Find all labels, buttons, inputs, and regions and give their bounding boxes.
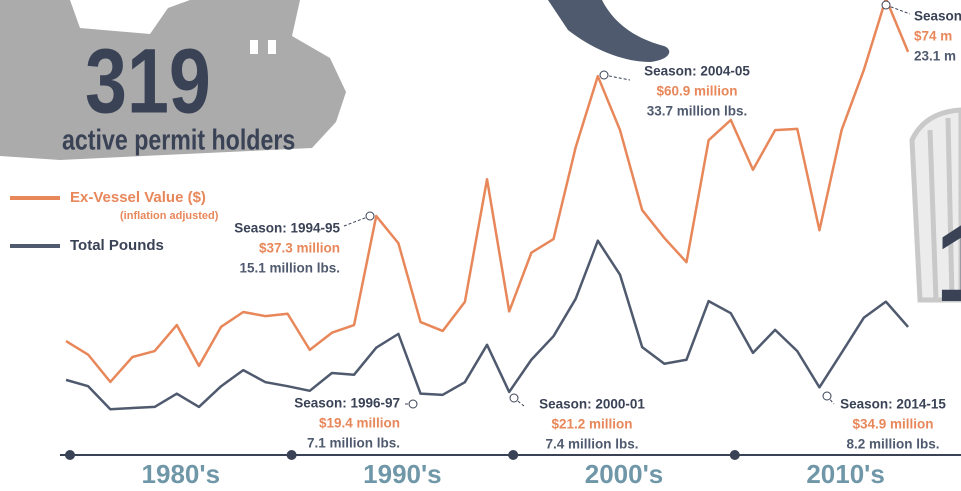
- annotation-pounds: 8.2 million lbs.: [846, 437, 939, 452]
- legend-label: Ex-Vessel Value ($): [70, 189, 206, 206]
- decade-label: 1990's: [363, 459, 441, 489]
- annotation-season: Season: 2014-15: [840, 397, 946, 412]
- annotation-pounds: 7.1 million lbs.: [307, 436, 400, 451]
- decade-label: 2000's: [585, 459, 663, 489]
- annotation-marker: [881, 0, 891, 10]
- timeline-dot: [65, 450, 75, 460]
- annotation-marker: [599, 70, 609, 80]
- boat-windows: [250, 40, 360, 133]
- annotation-pounds: 33.7 million lbs.: [647, 104, 748, 119]
- annotation-leader: [885, 4, 911, 15]
- annotation-value: $34.9 million: [852, 417, 933, 432]
- annotation-season: Season: 1994-95: [234, 221, 340, 236]
- annotation-season: Season: 2000-01: [539, 397, 645, 412]
- annotation-value: $19.4 million: [319, 416, 400, 431]
- annotation-marker: [365, 211, 375, 221]
- annotation-value: $37.3 million: [259, 241, 340, 256]
- annotation-value: $60.9 million: [656, 84, 737, 99]
- fish-illustration: [548, 0, 670, 62]
- annotation-value: $74 m: [914, 29, 952, 44]
- crab-pot-illustration: [909, 107, 961, 303]
- partial-number: 1: [935, 202, 961, 325]
- legend-note: (inflation adjusted): [120, 210, 219, 222]
- annotation-season: Season: [914, 9, 961, 24]
- legend-label: Total Pounds: [70, 237, 164, 254]
- data-line: [65, 0, 910, 384]
- annotation-marker: [408, 399, 418, 409]
- annotation-pounds: 7.4 million lbs.: [545, 437, 638, 452]
- timeline-dot: [286, 450, 297, 460]
- decade-label: 2010's: [806, 459, 884, 489]
- annotation-leader: [603, 74, 631, 81]
- timeline-dot: [508, 450, 519, 460]
- boat-illustration: [0, 0, 346, 160]
- annotation-marker: [822, 391, 832, 401]
- annotation-value: $21.2 million: [551, 417, 632, 432]
- decade-label: 1980's: [142, 459, 220, 489]
- annotation-marker: [509, 393, 519, 403]
- annotation-season: Season: 2004-05: [644, 64, 750, 79]
- annotation-pounds: 15.1 million lbs.: [239, 261, 340, 276]
- data-line: [65, 239, 910, 411]
- annotation-season: Season: 1996-97: [294, 396, 400, 411]
- permit-count: 319: [85, 29, 211, 132]
- annotation-pounds: 23.1 m: [914, 49, 956, 64]
- timeline-dot: [729, 450, 740, 460]
- permit-label: active permit holders: [62, 123, 295, 156]
